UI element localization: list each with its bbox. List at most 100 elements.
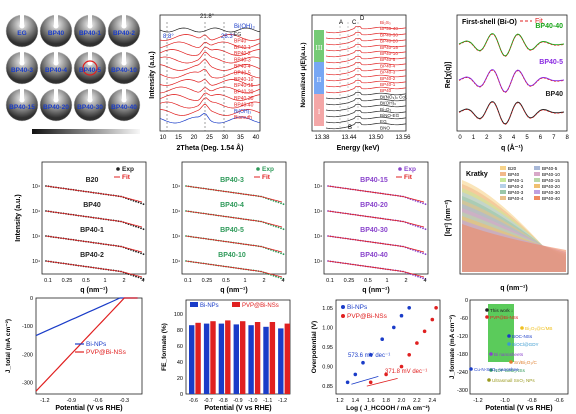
xrd-legend-item: BP40-10 <box>234 77 254 83</box>
xrd-curve <box>159 104 261 116</box>
xanes-curve <box>325 37 407 46</box>
beamstop-arm <box>54 88 58 100</box>
tafel-point <box>434 306 438 310</box>
beamstop <box>19 60 25 66</box>
fe-bar <box>218 323 225 394</box>
fit-line <box>185 210 283 228</box>
beamstop-arm <box>20 14 24 26</box>
fe-bar <box>263 326 269 394</box>
tafel-xtick: 2.0 <box>398 398 406 404</box>
ytick: 10⁴ <box>172 184 180 190</box>
data-point <box>280 252 282 255</box>
xrd-peak-3: 28.3° <box>221 34 236 40</box>
xanes-legend-item: BP40-30 <box>380 32 398 37</box>
xrd-legend-item: BP40-5 <box>234 70 251 76</box>
xanes-legend-item: BP40-1 <box>380 82 396 87</box>
xanes-region-1: I <box>318 108 321 116</box>
ytick: 10⁴ <box>172 234 180 240</box>
xanes-curve <box>325 115 407 124</box>
beamstop-arm <box>88 88 92 100</box>
tafel-point <box>407 306 412 310</box>
xanes-curve <box>325 91 407 100</box>
tafel-point <box>380 337 385 342</box>
legend-swatch <box>534 184 540 188</box>
lsv-legend-2: PVP@Bi-NSs <box>86 349 127 356</box>
data-point <box>135 225 137 228</box>
beamstop <box>53 60 59 66</box>
ytick: 10⁴ <box>32 259 40 265</box>
data-point <box>424 203 427 206</box>
data-point <box>422 277 424 280</box>
data-point <box>277 276 280 279</box>
tafel-point <box>368 353 373 357</box>
tafel-point <box>407 353 412 357</box>
data-point <box>282 203 285 206</box>
compare-point <box>507 334 511 338</box>
xanes-curve <box>325 73 407 82</box>
fit-line <box>185 260 283 278</box>
xrd-curve <box>159 51 261 64</box>
lsv-xtick: -1.2 <box>40 398 49 404</box>
ytick: 10⁴ <box>314 234 322 240</box>
data-point <box>277 251 280 254</box>
data-point <box>275 275 277 278</box>
xanes-region-2: II <box>317 76 322 84</box>
fit-line <box>45 185 143 203</box>
xrd-xtick: 35 <box>237 135 244 141</box>
tafel-ytick: 0.85 <box>322 384 333 390</box>
xanes-region-3: III <box>316 44 324 52</box>
beamstop-arm <box>122 14 126 26</box>
xrd-curve <box>159 27 261 33</box>
axes-frame <box>181 161 287 275</box>
highlight-ring <box>82 60 98 76</box>
exafs-label: BP40-5 <box>539 59 563 66</box>
beamstop <box>53 23 59 29</box>
compare-point <box>489 352 493 356</box>
legend-swatch <box>500 196 506 200</box>
tafel-ytick: 1.00 <box>322 325 333 331</box>
fe-bar <box>254 322 261 394</box>
compare-point <box>485 308 489 312</box>
compare-point <box>485 315 489 319</box>
xtick: 0.25 <box>62 278 73 284</box>
data-point <box>417 225 419 228</box>
kratky-xlabel: q (nm⁻¹) <box>500 285 527 292</box>
kratky-legend-item: BP40 <box>508 172 520 177</box>
xanes-xtick: 13.38 <box>314 135 330 141</box>
exafs-xtick: 2 <box>485 135 489 141</box>
data-point <box>422 202 424 205</box>
beamstop <box>87 23 93 29</box>
saxs-image-label: BP40-15 <box>9 104 35 111</box>
kratky-legend-item: BP40-4 <box>508 196 524 201</box>
saxs-image-label: BP40-20 <box>43 104 69 111</box>
xrd-title-label: Bi(OH)₃ <box>234 24 255 30</box>
fe-bar <box>284 323 290 394</box>
xlabel: q (nm⁻¹) <box>220 287 247 294</box>
fe-bar <box>210 321 216 394</box>
legend-exp-marker <box>256 167 260 171</box>
data-point <box>277 201 280 204</box>
exafs-xtick: 0 <box>458 135 462 141</box>
legend-swatch <box>534 196 540 200</box>
exafs-fit <box>458 33 565 57</box>
ytick: 10⁴ <box>314 259 322 265</box>
data-point <box>280 202 282 205</box>
compare-label: NDF-Bi/Bi₂NSs <box>494 368 526 373</box>
saxs-image-label: EG <box>17 30 26 37</box>
fe-ylabel: FE_formate (%) <box>161 323 168 371</box>
data-point <box>132 249 135 252</box>
xrd-legend-item: Bi(OH)₃ <box>234 109 251 115</box>
beamstop-arm <box>54 14 58 26</box>
xanes-legend-item: BP40-10 <box>380 51 398 56</box>
saxs-image-label: BP40-5 <box>79 67 101 74</box>
data-point <box>422 227 424 230</box>
kratky-legend-item: BP40-3 <box>508 190 524 195</box>
data-point <box>137 251 140 254</box>
xtick: 1 <box>385 278 388 284</box>
tafel-xtick: 2.2 <box>413 398 421 404</box>
xanes-legend-item: Bi₂S₃ <box>380 20 391 25</box>
sample-label: BP40-20 <box>360 202 388 209</box>
